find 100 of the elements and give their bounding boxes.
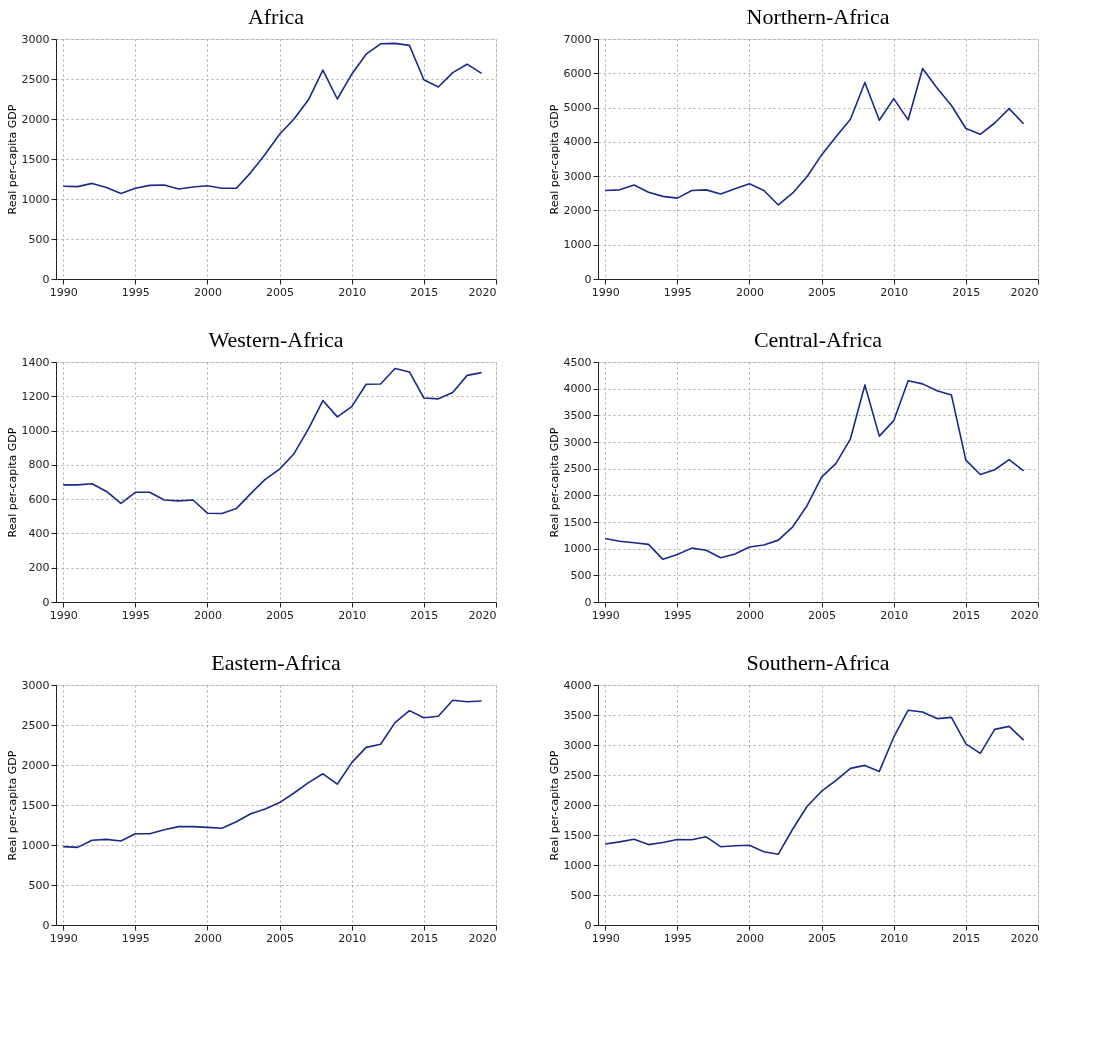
x-tick-label: 1990 — [591, 931, 620, 945]
y-tick-label: 3000 — [563, 169, 592, 183]
y-tick-label: 1500 — [563, 828, 592, 842]
x-tick-label: 2010 — [338, 931, 367, 945]
y-tick-label: 2500 — [563, 768, 592, 782]
x-tick-label: 1995 — [121, 931, 150, 945]
line-series — [604, 379, 1025, 561]
x-tick-label: 1995 — [121, 608, 150, 622]
line-series — [62, 699, 483, 849]
y-tick-label: 400 — [28, 526, 50, 540]
x-tick-label: 1990 — [591, 608, 620, 622]
y-tick-label: 500 — [28, 878, 50, 892]
y-tick-label: 4000 — [563, 678, 592, 692]
x-tick-label: 1995 — [663, 608, 692, 622]
y-axis-title: Real per-capita GDP — [547, 750, 561, 861]
y-tick-label: 3500 — [563, 708, 592, 722]
y-tick-label: 5000 — [563, 101, 592, 115]
chart-title: Northern-Africa — [746, 4, 890, 29]
x-tick-label: 2005 — [266, 285, 295, 299]
x-tick-label: 2000 — [193, 931, 222, 945]
x-tick-label: 2000 — [735, 285, 764, 299]
y-tick-label: 3000 — [563, 738, 592, 752]
y-tick-label: 1400 — [21, 355, 50, 369]
x-tick-label: 2005 — [266, 931, 295, 945]
y-tick-label: 7000 — [563, 32, 592, 46]
y-tick-label: 1000 — [563, 858, 592, 872]
x-tick-label: 2020 — [1010, 285, 1039, 299]
y-tick-label: 0 — [42, 272, 50, 286]
y-tick-label: 3000 — [21, 32, 50, 46]
chart-title: Central-Africa — [753, 327, 883, 352]
x-tick-label: 2000 — [193, 608, 222, 622]
y-tick-label: 0 — [42, 918, 50, 932]
y-tick-label: 0 — [584, 595, 592, 609]
x-tick-label: 2015 — [410, 608, 439, 622]
line-series — [62, 367, 483, 515]
y-axis-title: Real per-capita GDP — [547, 104, 561, 215]
x-tick-label: 2000 — [193, 285, 222, 299]
y-axis-title: Real per-capita GDP — [5, 104, 19, 215]
y-tick-label: 1500 — [21, 152, 50, 166]
y-tick-label: 4000 — [563, 135, 592, 149]
y-tick-label: 1200 — [21, 389, 50, 403]
x-tick-label: 2020 — [1010, 931, 1039, 945]
x-tick-label: 2020 — [468, 285, 497, 299]
x-tick-label: 2005 — [808, 931, 837, 945]
x-tick-label: 2015 — [410, 931, 439, 945]
x-tick-label: 2010 — [338, 608, 367, 622]
x-tick-label: 1990 — [49, 931, 78, 945]
x-tick-label: 1995 — [663, 931, 692, 945]
line-series — [604, 709, 1025, 855]
y-tick-label: 600 — [28, 492, 50, 506]
x-tick-label: 1990 — [591, 285, 620, 299]
y-tick-label: 0 — [42, 595, 50, 609]
y-tick-label: 3500 — [563, 408, 592, 422]
y-tick-label: 500 — [570, 568, 592, 582]
y-axis-title: Real per-capita GDP — [547, 427, 561, 538]
y-tick-label: 6000 — [563, 66, 592, 80]
x-tick-label: 2015 — [952, 608, 981, 622]
y-tick-label: 1000 — [563, 238, 592, 252]
x-tick-label: 1995 — [121, 285, 150, 299]
y-tick-label: 1500 — [21, 798, 50, 812]
x-tick-label: 2010 — [880, 931, 909, 945]
y-tick-label: 2500 — [563, 462, 592, 476]
x-tick-label: 2015 — [952, 931, 981, 945]
y-tick-label: 500 — [28, 232, 50, 246]
y-tick-label: 1000 — [21, 192, 50, 206]
y-tick-label: 0 — [584, 918, 592, 932]
x-tick-label: 2000 — [735, 608, 764, 622]
x-tick-label: 2005 — [266, 608, 295, 622]
x-tick-label: 2015 — [952, 285, 981, 299]
y-tick-label: 2500 — [21, 72, 50, 86]
x-tick-label: 2005 — [808, 285, 837, 299]
x-tick-label: 2015 — [410, 285, 439, 299]
x-tick-label: 1995 — [663, 285, 692, 299]
y-tick-label: 4500 — [563, 355, 592, 369]
y-tick-label: 3000 — [563, 435, 592, 449]
y-tick-label: 1500 — [563, 515, 592, 529]
y-tick-label: 4000 — [563, 382, 592, 396]
y-tick-label: 800 — [28, 458, 50, 472]
x-tick-label: 2020 — [468, 608, 497, 622]
chart-title: Western-Africa — [208, 327, 344, 352]
y-tick-label: 1000 — [563, 542, 592, 556]
y-tick-label: 2000 — [21, 112, 50, 126]
y-tick-label: 500 — [570, 888, 592, 902]
x-tick-label: 2000 — [735, 931, 764, 945]
x-tick-label: 2010 — [338, 285, 367, 299]
y-axis-title: Real per-capita GDP — [5, 750, 19, 861]
x-tick-label: 2010 — [880, 608, 909, 622]
chart-title: Eastern-Africa — [211, 650, 341, 675]
y-tick-label: 2000 — [563, 203, 592, 217]
y-tick-label: 2500 — [21, 718, 50, 732]
x-tick-label: 2020 — [1010, 608, 1039, 622]
line-series — [604, 67, 1025, 206]
y-tick-label: 1000 — [21, 424, 50, 438]
y-tick-label: 200 — [28, 561, 50, 575]
y-tick-label: 2000 — [563, 798, 592, 812]
x-tick-label: 1990 — [49, 285, 78, 299]
y-tick-label: 0 — [584, 272, 592, 286]
x-tick-label: 1990 — [49, 608, 78, 622]
line-series — [62, 42, 483, 195]
y-tick-label: 2000 — [563, 488, 592, 502]
